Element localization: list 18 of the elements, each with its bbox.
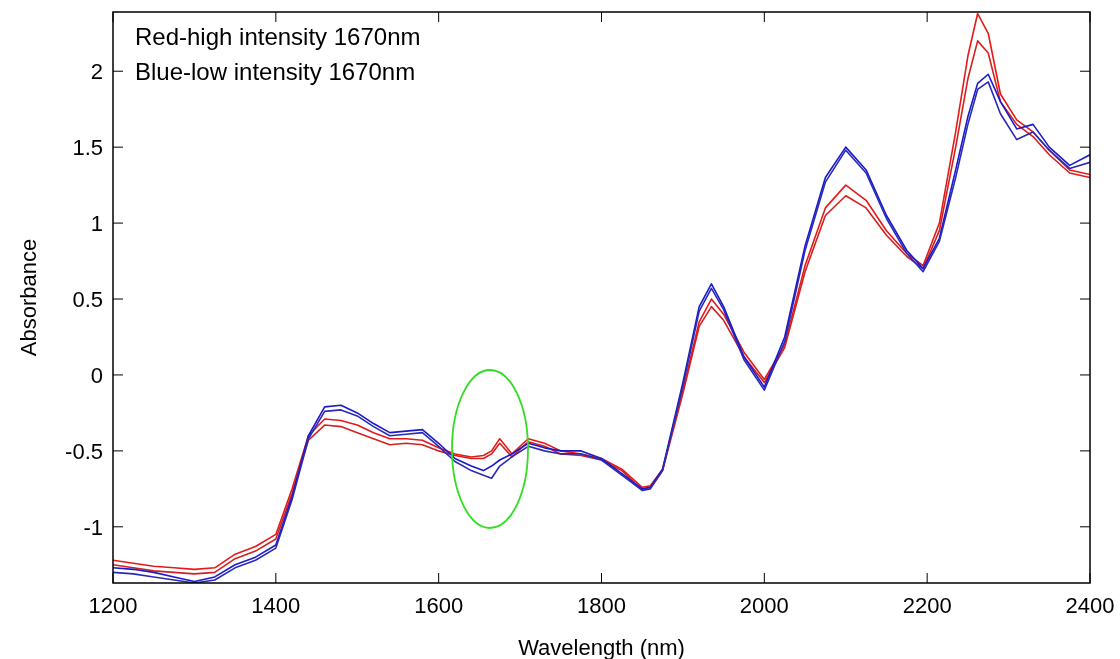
y-tick-label: 0.5 bbox=[72, 286, 103, 312]
annotation: Red-high intensity 1670nm bbox=[135, 23, 421, 50]
y-axis-title: Absorbance bbox=[16, 238, 41, 357]
annotation: Blue-low intensity 1670nm bbox=[135, 58, 416, 85]
x-tick-label: 2400 bbox=[1065, 593, 1115, 618]
x-tick-label: 1600 bbox=[414, 593, 464, 618]
y-tick-label: -0.5 bbox=[65, 438, 103, 464]
x-tick-label: 1400 bbox=[251, 593, 301, 618]
x-tick-label: 1200 bbox=[88, 593, 138, 618]
x-tick-label: 1800 bbox=[577, 593, 626, 618]
x-tick-label: 2200 bbox=[902, 593, 952, 618]
x-axis-title: Wavelength (nm) bbox=[518, 635, 685, 659]
y-tick-label: 1 bbox=[90, 210, 103, 236]
y-tick-label: 2 bbox=[90, 58, 103, 84]
y-tick-label: -1 bbox=[83, 514, 103, 540]
y-tick-label: 0 bbox=[90, 362, 103, 388]
y-tick-label: 1.5 bbox=[72, 134, 103, 160]
x-tick-label: 2000 bbox=[739, 593, 789, 618]
